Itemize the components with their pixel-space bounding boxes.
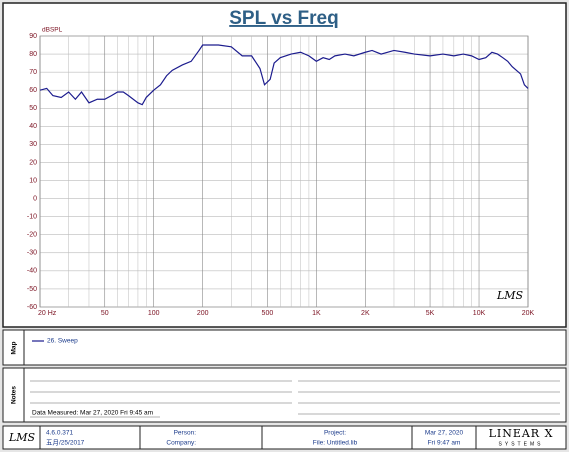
brand: LINEAR X [489,427,554,440]
x-tick-label: 50 [101,310,109,317]
map-label: Map [11,341,18,354]
watermark: LMS [496,289,524,302]
footer-logo: LMS [8,431,36,444]
y-tick-label: -20 [27,232,37,239]
y-tick-label: 40 [29,123,37,130]
time: Fri 9:47 am [428,440,461,447]
y-tick-label: 10 [29,177,37,184]
footer [2,425,567,450]
x-tick-label: 5K [426,310,435,317]
x-tick-label: 20K [522,310,535,317]
notes-panel [2,367,567,423]
y-tick-label: -30 [27,250,37,257]
y-tick-label: 50 [29,105,37,112]
x-tick-label: 100 [148,310,160,317]
plot-background [39,35,529,308]
x-tick-label: 10K [473,310,486,317]
y-tick-label: 0 [33,195,37,202]
y-tick-label: -10 [27,214,37,221]
y-tick-label: 20 [29,159,37,166]
legend-entry: 26. Sweep [47,338,78,345]
person: Person: [174,430,197,437]
y-tick-label: 80 [29,51,37,58]
note-lines [30,380,560,418]
data-measured: Data Measured: Mar 27, 2020 Fri 9:45 am [32,410,153,417]
y-tick-label: 30 [29,141,37,148]
x-tick-label: 500 [262,310,274,317]
project: Project: [324,430,346,437]
y-tick-label: 70 [29,69,37,76]
y-axis-label: dBSPL [42,27,63,34]
y-tick-label: 60 [29,87,37,94]
series-line [39,44,529,106]
notes-label: Notes [11,386,18,404]
x-tick-label: 200 [197,310,209,317]
file: File: Untitled.lib [313,440,358,447]
date: Mar 27, 2020 [425,430,464,437]
version: 4.6.0.371 [46,430,73,437]
x-tick-label: 2K [361,310,370,317]
company: Company: [166,440,196,447]
brand-sub: SYSTEMS [499,441,544,447]
x-tick-label: 20 Hz [38,310,57,317]
y-tick-label: 90 [29,33,37,40]
build-date: 五月/25/2017 [46,439,85,447]
chart-title: SPL vs Freq [229,8,338,29]
map-panel [2,329,567,366]
y-tick-label: -60 [27,304,37,311]
plot-area: -60 -50 -40 -30 -20 -10 0 10 20 30 40 50 60 70 80 90 20 … [27,33,535,317]
x-tick-label: 1K [312,310,321,317]
y-tick-label: -40 [27,268,37,275]
y-tick-label: -50 [27,286,37,293]
footer-dividers [39,426,477,449]
